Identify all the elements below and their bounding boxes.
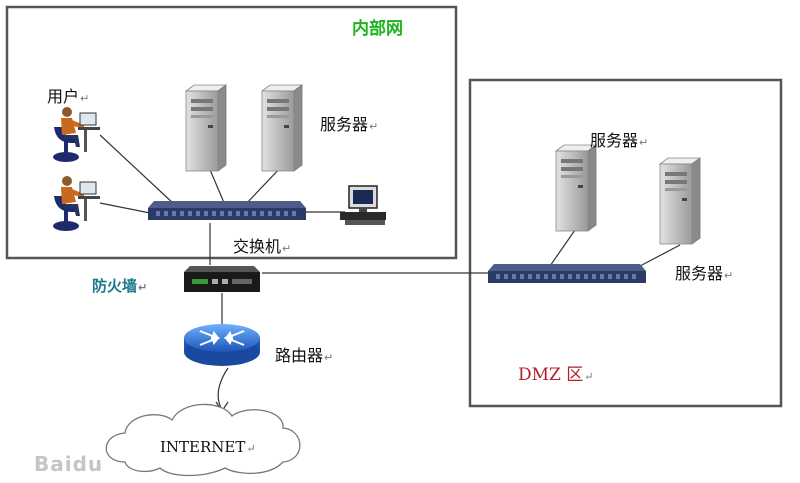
intranet-zone-label: 内部网 — [352, 19, 403, 39]
internet-label: INTERNET↵ — [160, 438, 256, 456]
router-label: 路由器↵ — [275, 346, 334, 365]
router-icon — [184, 324, 260, 366]
server-tower-icon — [185, 84, 227, 172]
link-dmz-server2-switch — [639, 244, 681, 267]
dmz-servers-top-label: 服务器↵ — [590, 131, 649, 150]
router-internet-arrow — [215, 367, 229, 413]
firewall-device-icon — [184, 266, 260, 292]
desktop-computer-icon — [340, 185, 386, 225]
internet-cloud-icon — [105, 403, 301, 477]
person-at-computer-icon — [52, 106, 101, 163]
link-user1-switch — [99, 134, 176, 206]
server-tower-icon — [261, 84, 303, 172]
intranet-servers-label: 服务器↵ — [320, 115, 379, 134]
link-server1-switch — [207, 164, 226, 206]
dmz-zone-label: DMZ 区↵ — [518, 365, 594, 385]
intranet-zone — [5, 5, 458, 260]
network-switch-icon — [148, 201, 306, 220]
link-server2-switch — [244, 164, 284, 206]
link-dmz-server1-switch — [549, 229, 576, 267]
firewall-label: 防火墙↵ — [92, 277, 148, 295]
person-at-computer-icon — [52, 175, 101, 232]
switch-label: 交换机↵ — [233, 237, 292, 256]
server-tower-icon — [555, 144, 597, 232]
network-switch-icon — [488, 264, 646, 283]
server-tower-icon — [659, 157, 701, 245]
dmz-zone — [468, 78, 783, 408]
dmz-servers-right-label: 服务器↵ — [675, 264, 734, 283]
users-label: 用户↵ — [47, 87, 90, 106]
watermark: Baidu — [34, 452, 104, 476]
